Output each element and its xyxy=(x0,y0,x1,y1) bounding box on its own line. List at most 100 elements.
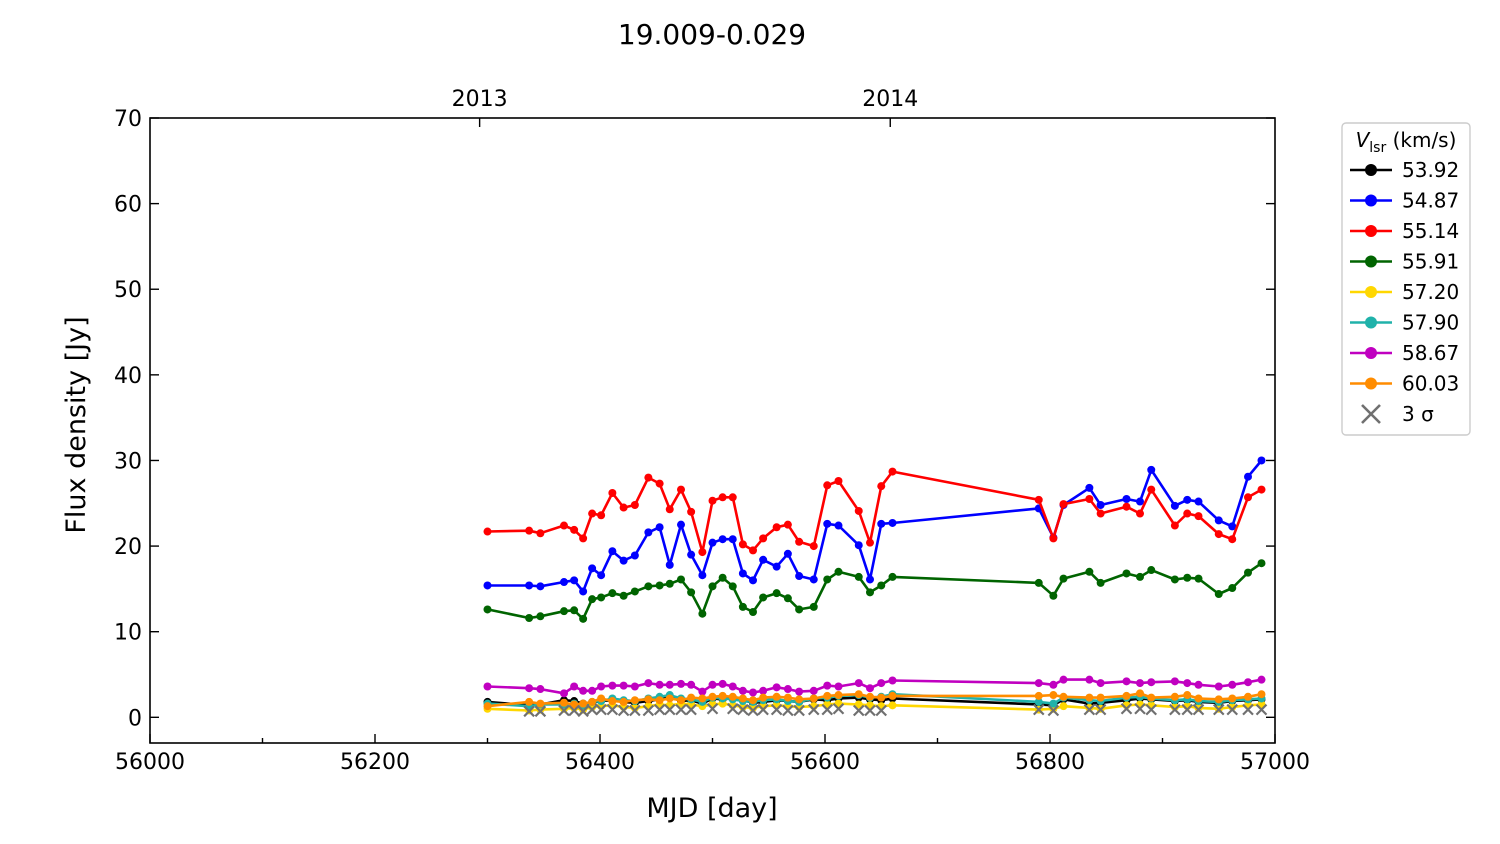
data-point-60.03 xyxy=(888,691,897,700)
data-point-54.87 xyxy=(570,576,579,585)
data-point-54.87 xyxy=(877,519,886,528)
data-point-60.03 xyxy=(655,696,664,705)
data-point-55.91 xyxy=(630,587,639,596)
sigma-marker xyxy=(1120,702,1133,715)
sigma-marker xyxy=(1169,703,1181,716)
data-point-55.14 xyxy=(608,489,617,497)
legend-label-60.03: 60.03 xyxy=(1402,372,1459,396)
data-point-55.14 xyxy=(1257,485,1266,494)
data-point-57.20 xyxy=(1059,702,1068,711)
legend-label-58.67: 58.67 xyxy=(1402,341,1459,365)
legend-title-symbol: V xyxy=(1356,128,1371,152)
sigma-marker xyxy=(821,703,834,716)
y-tick-label: 50 xyxy=(114,278,142,303)
data-point-60.03 xyxy=(579,699,588,708)
data-point-55.14 xyxy=(708,496,717,505)
sigma-marker xyxy=(852,704,865,717)
data-point-54.87 xyxy=(1194,497,1203,506)
data-point-58.67 xyxy=(1049,680,1058,689)
data-point-60.03 xyxy=(1183,691,1192,700)
data-point-54.87 xyxy=(579,587,588,596)
data-point-55.14 xyxy=(677,485,685,494)
legend-title: Vlsr (km/s) xyxy=(1356,128,1457,156)
y-tick-label: 10 xyxy=(114,621,142,646)
legend-label-54.87: 54.87 xyxy=(1402,189,1459,213)
data-point-58.67 xyxy=(738,686,747,695)
data-point-60.03 xyxy=(1257,690,1266,699)
data-point-60.03 xyxy=(588,697,597,706)
data-point-58.67 xyxy=(608,681,617,690)
data-point-55.91 xyxy=(1136,572,1144,581)
data-point-55.91 xyxy=(1257,559,1266,568)
data-point-55.91 xyxy=(877,581,886,590)
data-point-55.91 xyxy=(772,589,781,598)
data-point-55.14 xyxy=(1183,509,1192,518)
data-point-55.91 xyxy=(570,606,579,615)
legend-marker-55.14 xyxy=(1365,225,1377,237)
data-point-55.14 xyxy=(749,546,757,555)
data-point-58.67 xyxy=(677,679,685,688)
data-point-55.14 xyxy=(698,548,707,557)
data-point-55.91 xyxy=(698,609,707,618)
data-point-60.03 xyxy=(560,698,568,707)
data-point-58.67 xyxy=(1228,680,1237,689)
legend-marker-60.03 xyxy=(1365,377,1377,390)
data-point-60.03 xyxy=(718,691,727,700)
legend-label-55.91: 55.91 xyxy=(1402,250,1459,274)
data-point-58.67 xyxy=(536,685,545,694)
data-point-57.20 xyxy=(1194,703,1203,712)
data-point-55.91 xyxy=(1228,584,1237,593)
data-point-55.91 xyxy=(809,602,818,611)
data-point-58.67 xyxy=(795,687,804,696)
chart-title: 19.009-0.029 xyxy=(618,18,806,51)
data-point-55.91 xyxy=(597,593,606,602)
data-point-60.03 xyxy=(1034,691,1043,700)
data-point-58.67 xyxy=(655,680,664,689)
sigma-marker xyxy=(663,703,676,716)
data-point-60.03 xyxy=(608,697,617,706)
sigma-marker xyxy=(1047,704,1060,717)
data-point-55.14 xyxy=(1170,521,1179,530)
sigma-marker xyxy=(595,703,607,716)
data-point-55.91 xyxy=(687,588,696,597)
data-point-58.67 xyxy=(772,683,781,692)
sigma-marker xyxy=(832,702,845,715)
data-point-58.67 xyxy=(854,679,863,688)
data-point-57.20 xyxy=(888,701,897,710)
data-point-55.91 xyxy=(579,614,588,623)
data-point-60.03 xyxy=(866,692,874,701)
data-point-58.67 xyxy=(630,682,639,691)
data-point-54.87 xyxy=(728,535,737,544)
data-point-55.14 xyxy=(1085,494,1094,503)
sigma-marker xyxy=(1255,703,1268,716)
data-point-54.87 xyxy=(759,555,768,564)
data-point-58.67 xyxy=(823,681,832,690)
data-point-55.91 xyxy=(1096,578,1105,587)
sigma-marker xyxy=(726,702,739,715)
data-point-58.67 xyxy=(866,684,874,693)
data-point-58.67 xyxy=(1136,679,1144,688)
data-point-55.14 xyxy=(866,538,874,547)
data-point-54.87 xyxy=(1096,500,1105,509)
data-point-60.03 xyxy=(483,702,492,711)
data-point-55.14 xyxy=(1049,534,1058,543)
data-point-55.91 xyxy=(677,575,685,584)
data-point-58.67 xyxy=(1034,679,1043,688)
data-point-55.14 xyxy=(718,493,727,502)
sigma-marker xyxy=(1192,703,1205,716)
data-point-58.67 xyxy=(1096,679,1105,688)
legend-title-subscript: lsr xyxy=(1369,140,1386,156)
data-point-55.14 xyxy=(597,511,606,520)
y-tick-label: 40 xyxy=(114,364,142,389)
data-point-54.87 xyxy=(795,572,804,581)
plot-area xyxy=(150,118,1275,743)
data-point-58.67 xyxy=(1194,680,1203,689)
x-tick-label: 56800 xyxy=(1015,750,1085,775)
sigma-marker xyxy=(875,704,888,717)
data-point-55.14 xyxy=(1059,500,1068,509)
data-point-55.14 xyxy=(525,526,534,535)
sigma-marker xyxy=(1212,703,1225,716)
sigma-marker xyxy=(577,705,589,718)
data-point-55.91 xyxy=(483,605,492,614)
data-point-55.14 xyxy=(1096,509,1105,518)
